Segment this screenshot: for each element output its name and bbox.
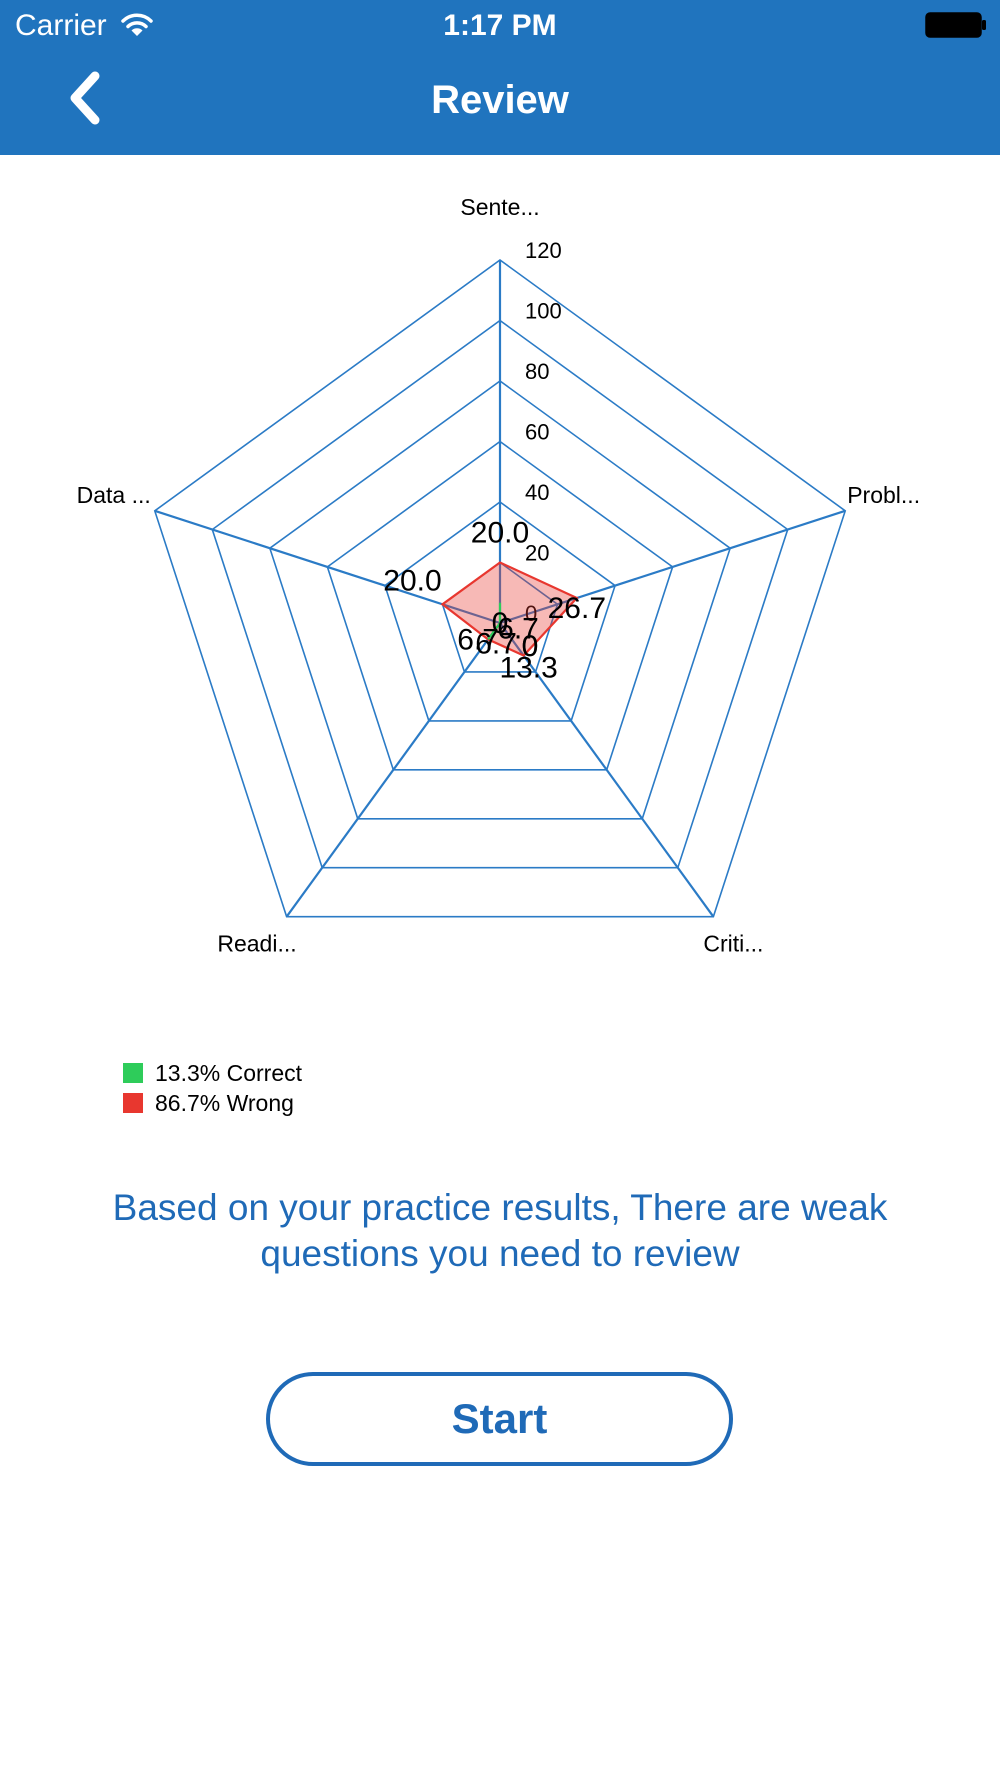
status-carrier: Carrier [15, 9, 107, 42]
radar-spoke-4 [285, 622, 501, 918]
radar-grid-ring-40 [383, 501, 617, 722]
page-title: Review [431, 78, 569, 122]
radar-tick-label: 60 [525, 420, 549, 445]
radar-axis-label-1: Sente... [460, 194, 539, 220]
radar-grid-ring-80 [268, 380, 732, 820]
radar-tick-label: 80 [525, 359, 549, 384]
radar-value-label-correct: 0 [522, 630, 539, 663]
legend-label-correct: 13.3% Correct [155, 1059, 303, 1086]
chart-legend: 13.3% Correct 86.7% Wrong [123, 1058, 302, 1118]
radar-axis-label-5: Data ... [77, 482, 151, 508]
radar-series-wrong [440, 561, 579, 657]
legend-item-correct: 13.3% Correct [123, 1058, 302, 1088]
radar-axis-label-4: Readi... [217, 931, 296, 957]
radar-value-label-wrong: 26.7 [548, 592, 606, 625]
legend-item-wrong: 86.7% Wrong [123, 1088, 302, 1118]
radar-tick-label: 100 [525, 299, 562, 324]
wifi-icon [121, 13, 153, 36]
status-time: 1:17 PM [443, 9, 557, 42]
back-button[interactable] [55, 62, 115, 134]
radar-axis-label-3: Criti... [703, 931, 763, 957]
radar-value-label-wrong: 6.7 [457, 623, 499, 656]
legend-swatch-correct [123, 1063, 143, 1083]
review-message: Based on your practice results, There ar… [112, 1187, 888, 1274]
radar-value-label-correct: 0 [522, 630, 539, 663]
chevron-left-icon [70, 71, 100, 125]
radar-tick-label: 120 [525, 238, 562, 263]
radar-tick-label: 20 [525, 541, 549, 566]
legend-label-wrong: 86.7% Wrong [155, 1089, 294, 1116]
legend-swatch-wrong [123, 1093, 143, 1113]
radar-axis-label-2: Probl... [847, 482, 920, 508]
radar-grid-ring-100 [211, 319, 789, 869]
radar-value-label-correct: 6.7 [475, 627, 517, 660]
radar-value-label-correct: 6.7 [497, 613, 539, 646]
radar-value-label-correct: 0 [492, 607, 509, 640]
radar-grid-ring-120 [153, 259, 847, 918]
radar-tick-label: 0 [525, 601, 537, 626]
radar-spoke-2 [499, 509, 846, 625]
radar-value-label-wrong: 20.0 [471, 517, 529, 550]
radar-chart: 0 20 40 60 80 100 120 Sente... Probl... Criti... R… [77, 194, 920, 957]
radar-grid-ring-60 [326, 440, 674, 771]
radar-tick-label: 40 [525, 480, 549, 505]
battery-icon [925, 12, 986, 38]
navigation-bar: Carrier 1:17 PM Review [0, 0, 1000, 155]
start-button[interactable]: Start [266, 1372, 733, 1466]
radar-value-label-wrong: 20.0 [383, 564, 441, 597]
radar-spoke-3 [499, 622, 715, 918]
radar-series-correct [487, 602, 502, 641]
radar-value-label-wrong: 13.3 [499, 652, 557, 685]
